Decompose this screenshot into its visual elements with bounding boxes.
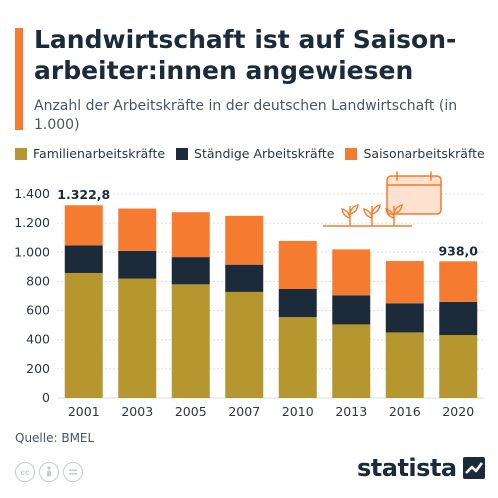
brand-name: statista bbox=[357, 454, 457, 482]
legend-swatch-saison bbox=[345, 147, 358, 160]
y-tick-label: 0 bbox=[42, 390, 50, 405]
bars bbox=[64, 205, 478, 398]
harvest-calendar-illustration bbox=[323, 171, 442, 227]
cc-icon[interactable]: cc bbox=[15, 462, 35, 482]
accent-bar bbox=[15, 28, 23, 130]
x-tick-label: 2003 bbox=[121, 404, 153, 419]
y-tick-label: 400 bbox=[26, 332, 50, 347]
y-axis-ticks: 0 200 400 600 800 1.000 1.200 1.400 bbox=[14, 186, 50, 405]
calendar-icon bbox=[386, 175, 442, 215]
bar-segment-familien bbox=[332, 324, 371, 398]
bar-segment-staendige bbox=[278, 289, 317, 318]
y-tick-label: 600 bbox=[26, 303, 50, 318]
bar-segment-staendige bbox=[118, 250, 157, 279]
y-tick-label: 200 bbox=[26, 361, 50, 376]
bar-segment-staendige bbox=[439, 301, 478, 336]
statista-mark-icon bbox=[462, 457, 485, 479]
source-note: Quelle: BMEL bbox=[15, 431, 95, 445]
bar-segment-familien bbox=[171, 284, 210, 398]
bar-segment-saison bbox=[278, 240, 317, 290]
license-icons[interactable]: cc bbox=[15, 462, 83, 482]
sprout-icon bbox=[341, 204, 403, 226]
y-tick-label: 800 bbox=[26, 273, 50, 288]
x-axis-ticks: 2001 2003 2005 2007 2010 2013 2016 2020 bbox=[68, 404, 474, 419]
bar-segment-familien bbox=[64, 272, 103, 398]
x-tick-label: 2005 bbox=[175, 404, 207, 419]
data-label: 938,0 bbox=[438, 243, 478, 258]
bar-segment-familien bbox=[278, 317, 317, 398]
legend-label-saison: Saisonarbeitskräfte bbox=[363, 146, 485, 161]
attribution-icon[interactable] bbox=[39, 462, 59, 482]
bar-segment-familien bbox=[439, 335, 478, 398]
bar-segment-saison bbox=[118, 208, 157, 251]
bar-segment-saison bbox=[64, 205, 103, 246]
y-tick-label: 1.200 bbox=[14, 215, 50, 230]
bar-segment-saison bbox=[332, 249, 371, 296]
legend-item-familien: Familienarbeitskräfte bbox=[15, 146, 165, 161]
bar-segment-staendige bbox=[64, 245, 103, 273]
bar-segment-familien bbox=[385, 332, 424, 398]
x-tick-label: 2016 bbox=[389, 404, 421, 419]
bar-segment-staendige bbox=[332, 295, 371, 325]
chart-subtitle: Anzahl der Arbeitskräfte in der deutsche… bbox=[34, 98, 458, 133]
data-label: 1.322,8 bbox=[57, 187, 110, 202]
y-tick-label: 1.400 bbox=[14, 186, 50, 201]
bar-segment-staendige bbox=[171, 257, 210, 285]
legend-swatch-staendige bbox=[176, 147, 189, 160]
data-labels: 1.322,8 938,0 bbox=[57, 187, 478, 258]
legend-item-saison: Saisonarbeitskräfte bbox=[345, 146, 485, 161]
bar-segment-staendige bbox=[385, 303, 424, 333]
y-tick-label: 1.000 bbox=[14, 244, 50, 259]
x-tick-label: 2013 bbox=[335, 404, 367, 419]
chart-title: Landwirtschaft ist auf Saison-arbeiter:i… bbox=[34, 25, 457, 85]
legend-label-staendige: Ständige Arbeitskräfte bbox=[194, 146, 335, 161]
x-tick-label: 2010 bbox=[282, 404, 314, 419]
x-tick-label: 2020 bbox=[442, 404, 474, 419]
bar-segment-saison bbox=[171, 212, 210, 258]
no-derivatives-icon[interactable] bbox=[63, 462, 83, 482]
bar-segment-familien bbox=[118, 278, 157, 398]
legend-label-familien: Familienarbeitskräfte bbox=[33, 146, 166, 161]
legend-item-staendige: Ständige Arbeitskräfte bbox=[176, 146, 334, 161]
legend: Familienarbeitskräfte Ständige Arbeitskr… bbox=[15, 146, 496, 161]
x-tick-label: 2001 bbox=[68, 404, 100, 419]
bar-segment-saison bbox=[385, 261, 424, 304]
legend-swatch-familien bbox=[15, 147, 27, 160]
x-tick-label: 2007 bbox=[228, 404, 260, 419]
bar-segment-staendige bbox=[225, 264, 264, 292]
statista-logo[interactable]: statista bbox=[357, 454, 485, 482]
bar-segment-saison bbox=[439, 261, 478, 302]
bar-segment-familien bbox=[225, 291, 264, 398]
bar-segment-saison bbox=[225, 215, 264, 265]
